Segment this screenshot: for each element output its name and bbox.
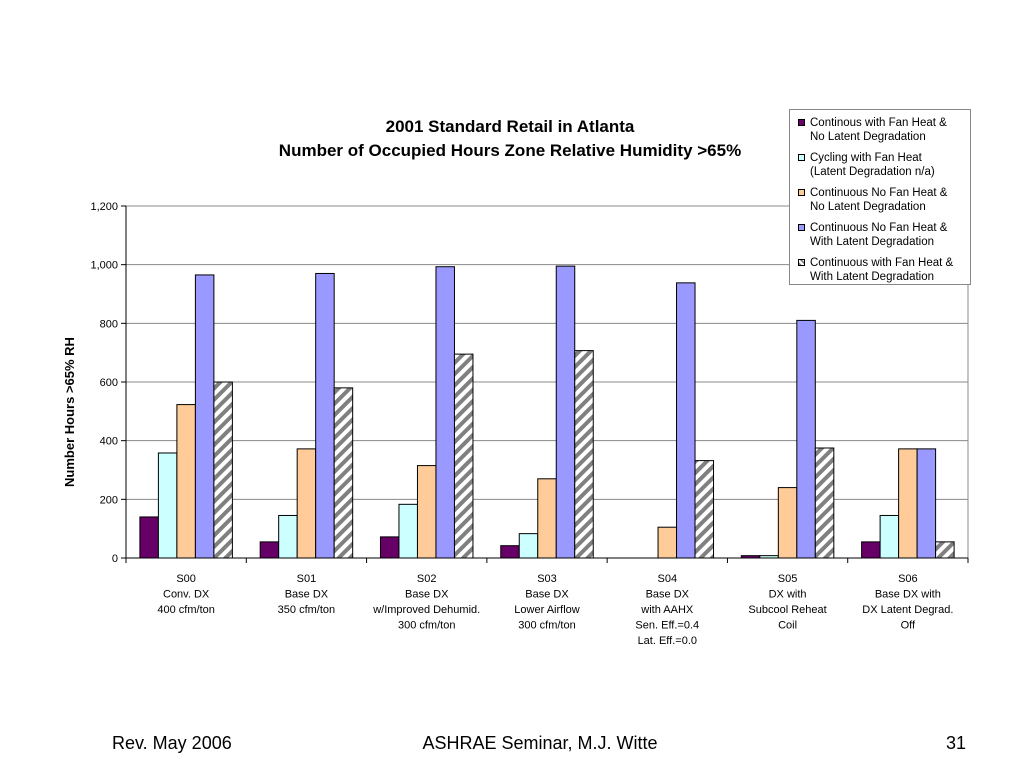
- x-category-label: Conv. DX: [163, 589, 210, 601]
- x-category-label: Base DX: [646, 589, 690, 601]
- bar-s04-series-4: [676, 282, 696, 559]
- bar-s01-series-5: [333, 387, 354, 559]
- x-category-label: DX with: [769, 589, 807, 601]
- y-tick-label: 1,000: [90, 260, 118, 272]
- bar-s06-series-1: [861, 541, 881, 559]
- bar-s03-series-1: [500, 545, 520, 559]
- bar-s03-series-2: [518, 533, 539, 559]
- x-category-label: Base DX: [525, 589, 569, 601]
- x-category-label: S04: [657, 573, 677, 585]
- bar-s02-series-3: [416, 465, 437, 559]
- bar-s05-series-5: [814, 447, 835, 559]
- legend-swatch: [798, 189, 805, 196]
- y-tick-label: 400: [100, 436, 118, 448]
- x-category-label: S06: [898, 573, 918, 585]
- bar-s00-series-3: [176, 404, 196, 559]
- bar-s01-series-4: [315, 272, 335, 559]
- legend-item: Continuous No Fan Heat & With Latent Deg…: [798, 221, 966, 249]
- bar-s00-series-4: [194, 274, 215, 559]
- legend-item: Cycling with Fan Heat (Latent Degradatio…: [798, 151, 966, 179]
- chart-subtitle: Number of Occupied Hours Zone Relative H…: [278, 141, 742, 160]
- legend-label: Continuous with Fan Heat & With Latent D…: [810, 257, 954, 283]
- bar-s00-series-5: [213, 381, 233, 559]
- bar-s04-series-3: [657, 526, 678, 559]
- footer-date: Rev. May 2006: [112, 733, 232, 753]
- y-tick-label: 1,200: [90, 201, 118, 213]
- bar-s00-series-1: [139, 516, 159, 559]
- bar-s04-series-5: [694, 460, 715, 559]
- x-category-label: Base DX: [285, 589, 329, 601]
- bar-s06-series-5: [935, 541, 955, 559]
- slide-number: 31: [945, 733, 966, 753]
- x-category-label: with AAHX: [640, 604, 694, 616]
- legend-swatch: [798, 259, 805, 266]
- legend-item: Continous with Fan Heat & No Latent Degr…: [798, 116, 966, 144]
- bar-s06-series-3: [898, 448, 918, 559]
- y-axis-label: Number Hours >65% RH: [62, 337, 77, 487]
- y-tick-label: 200: [100, 494, 118, 506]
- bar-s06-series-2: [879, 514, 900, 559]
- x-category-label: DX Latent Degrad.: [862, 604, 953, 616]
- legend-swatch: [798, 119, 805, 126]
- bar-s02-series-1: [379, 536, 400, 559]
- legend-label: Cycling with Fan Heat (Latent Degradatio…: [810, 152, 935, 178]
- bar-s01-series-1: [259, 541, 280, 559]
- bar-s02-series-2: [398, 503, 418, 559]
- footer-presenter: ASHRAE Seminar, M.J. Witte: [422, 733, 658, 753]
- bar-s06-series-4: [916, 448, 937, 559]
- legend-label: Continuous No Fan Heat & No Latent Degra…: [810, 187, 948, 213]
- x-category-label: 400 cfm/ton: [157, 604, 214, 616]
- x-category-label: S01: [297, 573, 317, 585]
- x-category-label: Lower Airflow: [514, 604, 579, 616]
- y-tick-label: 0: [112, 553, 118, 565]
- legend-item: Continuous with Fan Heat & With Latent D…: [798, 256, 966, 284]
- x-category-label: Subcool Reheat: [748, 604, 826, 616]
- chart-title: 2001 Standard Retail in Atlanta: [385, 117, 635, 136]
- y-tick-label: 600: [100, 377, 118, 389]
- legend-item: Continuous No Fan Heat & No Latent Degra…: [798, 186, 966, 214]
- x-category-label: 350 cfm/ton: [278, 604, 335, 616]
- x-category-label: Base DX with: [875, 589, 941, 601]
- x-category-label: w/Improved Dehumid.: [372, 604, 480, 616]
- bar-s05-series-4: [796, 319, 816, 559]
- x-category-label: Base DX: [405, 589, 449, 601]
- bar-s02-series-4: [435, 266, 455, 559]
- y-tick-label: 800: [100, 318, 118, 330]
- x-category-label: Coil: [778, 620, 797, 632]
- bar-s05-series-3: [777, 487, 798, 559]
- bar-s03-series-3: [537, 478, 557, 559]
- x-category-label: Sen. Eff.=0.4: [635, 620, 699, 632]
- legend-swatch: [798, 154, 805, 161]
- chart-legend: Continous with Fan Heat & No Latent Degr…: [789, 109, 971, 285]
- legend-label: Continous with Fan Heat & No Latent Degr…: [810, 117, 947, 143]
- legend-label: Continuous No Fan Heat & With Latent Deg…: [810, 222, 948, 248]
- bar-s02-series-5: [453, 353, 474, 559]
- x-category-label: S03: [537, 573, 557, 585]
- bar-s03-series-4: [555, 265, 576, 559]
- x-category-label: S02: [417, 573, 437, 585]
- x-category-label: S00: [176, 573, 196, 585]
- bar-s00-series-2: [157, 452, 178, 559]
- bar-s01-series-2: [278, 514, 298, 559]
- x-category-label: 300 cfm/ton: [518, 620, 575, 632]
- bar-s01-series-3: [296, 448, 317, 559]
- x-category-label: S05: [778, 573, 798, 585]
- x-category-label: Off: [901, 620, 916, 632]
- legend-swatch: [798, 224, 805, 231]
- x-category-label: Lat. Eff.=0.0: [638, 635, 697, 647]
- x-category-label: 300 cfm/ton: [398, 620, 455, 632]
- bar-s03-series-5: [574, 350, 594, 559]
